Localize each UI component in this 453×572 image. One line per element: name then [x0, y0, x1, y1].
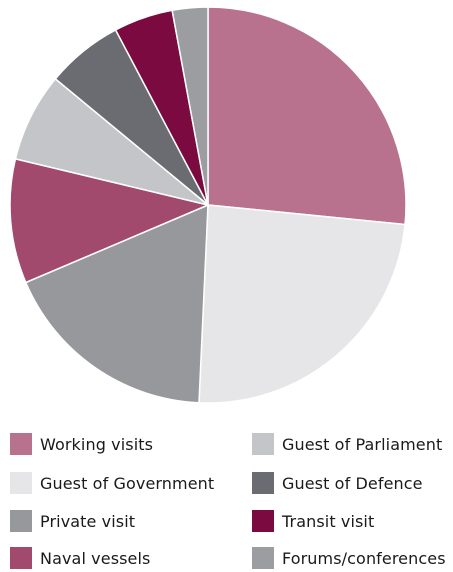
legend-label-guest-of-parliament: Guest of Parliament [282, 434, 443, 454]
legend-label-guest-of-defence: Guest of Defence [282, 473, 423, 493]
legend-label-private-visit: Private visit [40, 511, 136, 531]
legend-swatch-naval-vessels [10, 547, 32, 569]
legend-swatch-private-visit [10, 510, 32, 532]
legend-item-guest-of-defence: Guest of Defence [252, 469, 423, 497]
pie-slice-guest-of-government [198, 204, 406, 404]
legend-item-private-visit: Private visit [10, 507, 135, 535]
pie-slice-forums-conferences [171, 6, 209, 206]
legend-label-naval-vessels: Naval vessels [40, 548, 151, 568]
legend-swatch-guest-of-parliament [252, 433, 274, 455]
legend-swatch-forums-conferences [252, 547, 274, 569]
legend-item-naval-vessels: Naval vessels [10, 544, 151, 572]
legend-item-transit-visit: Transit visit [252, 507, 374, 535]
legend: Working visits Guest of Government Priva… [0, 425, 453, 569]
pie-slice-private-visit [24, 203, 209, 404]
legend-swatch-guest-of-defence [252, 472, 274, 494]
pie-slice-naval-vessels [9, 157, 211, 284]
legend-label-transit-visit: Transit visit [282, 511, 375, 531]
legend-label-guest-of-government: Guest of Government [40, 473, 215, 493]
pie-slice-working-visits [207, 6, 407, 226]
legend-swatch-working-visits [10, 433, 32, 455]
legend-swatch-guest-of-government [10, 472, 32, 494]
legend-swatch-transit-visit [252, 510, 274, 532]
legend-item-forums-conferences: Forums/conferences [252, 544, 446, 572]
legend-item-guest-of-parliament: Guest of Parliament [252, 430, 442, 458]
pie-chart [9, 6, 407, 404]
legend-label-working-visits: Working visits [40, 434, 154, 454]
legend-item-working-visits: Working visits [10, 430, 153, 458]
legend-item-guest-of-government: Guest of Government [10, 469, 214, 497]
legend-label-forums-conferences: Forums/conferences [282, 548, 446, 568]
